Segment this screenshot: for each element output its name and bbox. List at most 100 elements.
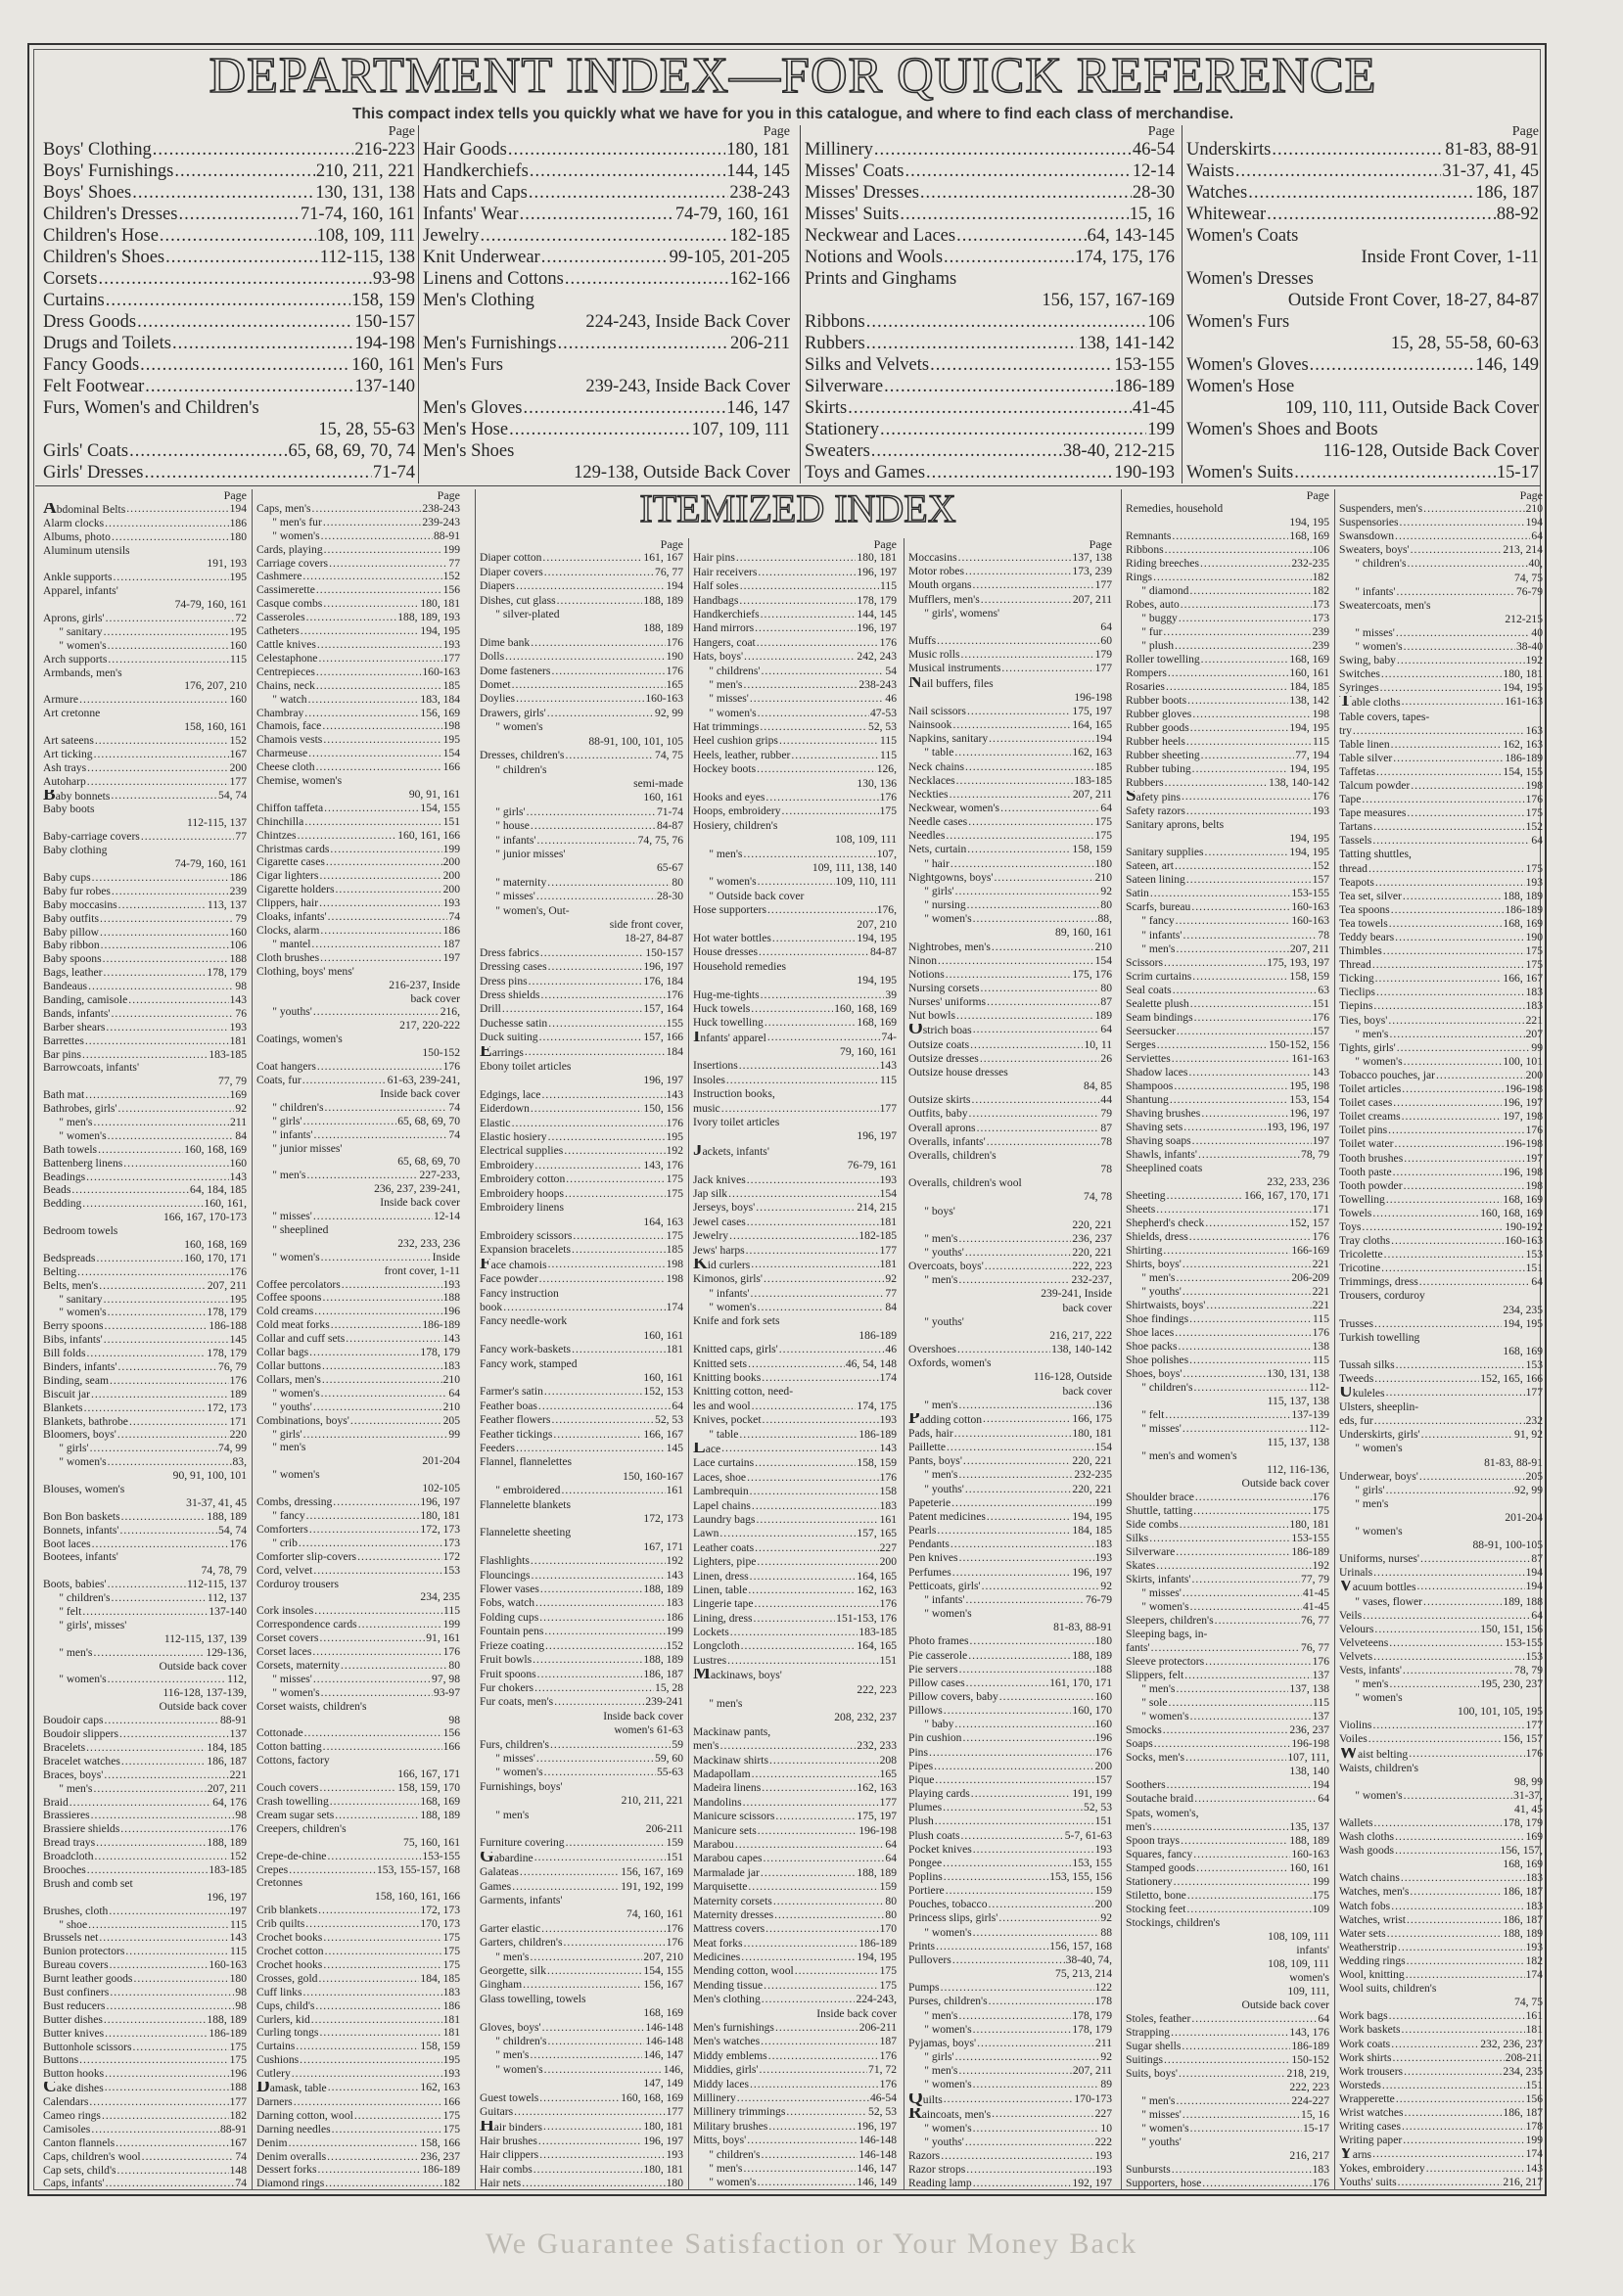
dot-leader <box>91 1810 235 1821</box>
index-entry: Writing cases178 <box>1339 2121 1543 2133</box>
index-entry: Toys and Games190-193 <box>805 463 1175 483</box>
dot-leader <box>1174 1080 1288 1092</box>
entry-page: 146, 149 <box>1475 355 1539 375</box>
index-entry: Oxfords, women's <box>908 1357 1112 1369</box>
dot-leader <box>967 844 1071 855</box>
entry-label: Toilet water <box>1339 1138 1394 1151</box>
index-entry: Remedies, household <box>1126 503 1329 515</box>
entry-page: Inside Front Cover, 1-11 <box>1361 248 1540 267</box>
entry-label: " men's <box>495 1951 530 1963</box>
dot-leader <box>87 1864 209 1876</box>
index-entry: Tape measures175 <box>1339 807 1543 819</box>
index-entry: Arch supports115 <box>43 654 247 666</box>
entry-page: 161-163 <box>1505 696 1543 709</box>
index-entry: Plush coats5-7, 61-63 <box>908 1830 1112 1842</box>
index-entry: Fruit bowls188, 189 <box>480 1654 683 1666</box>
index-entry: Outsize coats10, 11 <box>908 1039 1112 1051</box>
entry-page: 15, 28, 55-63 <box>318 420 415 439</box>
entry-label: Ostrich boas <box>908 1024 972 1037</box>
entry-page: 238-243 <box>729 183 790 203</box>
entry-label: Wool suits, children's <box>1339 1983 1437 1996</box>
index-entry: Autoharp177 <box>43 776 247 788</box>
index-entry: Tea spoons186-189 <box>1339 904 1543 916</box>
entry-label: Rubbers <box>805 334 865 353</box>
dot-leader <box>1411 544 1503 556</box>
entry-page: 177 <box>1094 579 1112 592</box>
entry-label: Kid curlers <box>693 1258 751 1271</box>
index-entry: Bar pins183-185 <box>43 1049 247 1061</box>
entry-label: Rubber tubing <box>1126 763 1191 776</box>
entry-label: Furs, children's <box>480 1738 550 1751</box>
entry-label: Shaving soaps <box>1126 1134 1191 1147</box>
index-entry: " men's fur239-243 <box>256 517 460 528</box>
index-entry: Shoulder brace176 <box>1126 1492 1329 1503</box>
dot-leader <box>331 1319 422 1331</box>
index-entry: Baby boots <box>43 804 247 815</box>
entry-label: " boys' <box>924 1205 955 1217</box>
entry-page: 166 <box>442 2095 460 2108</box>
entry-page: 195, 198 <box>1289 1079 1329 1092</box>
entry-label: Jewelry <box>423 226 480 246</box>
entry-label: " men's <box>495 2049 530 2062</box>
index-entry: Garments, infants' <box>480 1895 683 1906</box>
dot-leader <box>743 849 875 860</box>
index-entry: Hose supporters176, <box>693 904 897 916</box>
index-entry: Boys' Shoes130, 131, 138 <box>43 183 415 204</box>
entry-label: Slippers, felt <box>1126 1670 1184 1682</box>
entry-label: " infants' <box>272 1128 313 1141</box>
index-entry: Men's clothing224-243, <box>693 1994 897 2005</box>
index-entry: " women's, Out- <box>480 905 683 917</box>
dot-leader <box>142 2151 235 2163</box>
entry-label: Shoe packs <box>1126 1340 1178 1353</box>
index-entry: Suitings150-152 <box>1126 2054 1329 2066</box>
dot-leader <box>1363 1610 1530 1622</box>
entry-page: 180, 181 <box>420 598 460 611</box>
index-entry: Women's Shoes and Boots <box>1186 420 1539 440</box>
entry-page: 183 <box>1312 2163 1329 2176</box>
index-entry: " children's74 <box>256 1102 460 1114</box>
index-entry: 130, 136 <box>693 778 897 790</box>
index-entry: Toilet water196-198 <box>1339 1138 1543 1150</box>
index-entry: " women's178, 179 <box>908 2024 1112 2036</box>
entry-page: 151-153, 176 <box>836 1612 897 1625</box>
dot-leader <box>1375 973 1503 985</box>
entry-page: 210 <box>442 1373 460 1386</box>
index-entry: " men's238-243 <box>693 679 897 691</box>
entry-label: " infants' <box>495 834 536 847</box>
index-entry: Dress shields176 <box>480 989 683 1001</box>
index-entry: Creepers, children's <box>256 1823 460 1835</box>
entry-label: Doylies <box>480 693 516 706</box>
index-entry: 41, 45 <box>1339 1804 1543 1815</box>
index-entry: Safety pins176 <box>1126 791 1329 804</box>
entry-label: " women's <box>272 529 320 542</box>
entry-page: 156 <box>442 1727 460 1740</box>
entry-label: Hair clippers <box>480 2149 539 2162</box>
entry-label: Baby moccasins <box>43 898 117 911</box>
dot-leader <box>313 1565 441 1577</box>
index-entry: 102-105 <box>256 1483 460 1494</box>
dot-leader <box>90 1443 217 1454</box>
entry-label: Shantung <box>1126 1093 1169 1106</box>
index-entry: Waists31-37, 41, 45 <box>1186 161 1539 182</box>
dot-leader <box>959 1552 1094 1564</box>
dot-leader <box>89 2096 228 2108</box>
entry-page: 46, 54, 148 <box>845 1357 897 1370</box>
entry-page: 158, 159 <box>351 291 415 310</box>
entry-page: 207, 211 <box>1072 593 1112 606</box>
entry-label: Bands, infants' <box>43 1007 111 1020</box>
entry-page: 160, 161 <box>643 792 683 804</box>
dot-leader <box>727 1655 878 1667</box>
dot-leader <box>751 1288 885 1300</box>
entry-page: 196, 197 <box>857 1130 897 1143</box>
dot-leader <box>322 1292 441 1304</box>
dot-leader <box>943 1858 1071 1869</box>
entry-page: 15, 28 <box>655 1681 683 1694</box>
dot-leader <box>132 183 314 204</box>
index-entry: Georgette, silk154, 155 <box>480 1965 683 1977</box>
entry-label: Insertions <box>693 1060 738 1073</box>
page-column-header: Page <box>388 124 415 139</box>
dot-leader <box>1407 558 1527 570</box>
entry-page: 178, 179 <box>207 1348 247 1360</box>
entry-label: Men's clothing <box>693 1994 761 2006</box>
index-entry: Vests, infants'78, 79 <box>1339 1665 1543 1676</box>
